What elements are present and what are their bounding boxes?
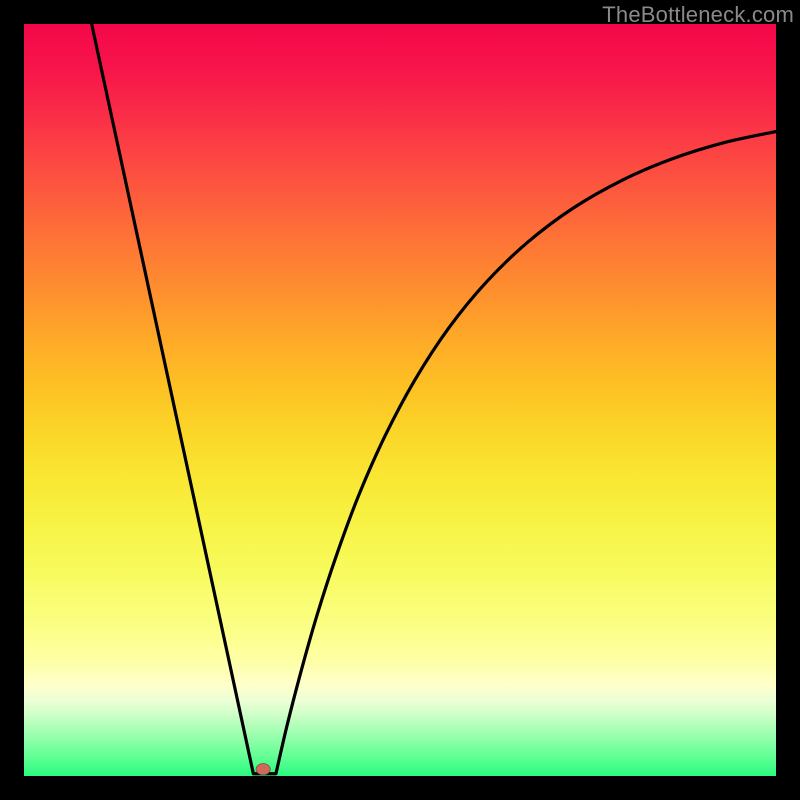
optimal-point-marker [256, 764, 270, 775]
plot-background-gradient [24, 24, 776, 776]
bottleneck-chart [0, 0, 800, 800]
chart-container: TheBottleneck.com [0, 0, 800, 800]
